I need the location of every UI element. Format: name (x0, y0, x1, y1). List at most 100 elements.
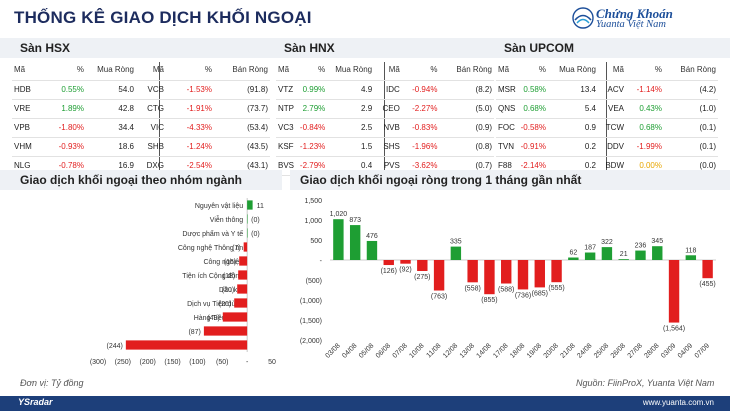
daily-bar (467, 260, 478, 283)
stock-code: HDB (12, 80, 36, 100)
upcom-table: Mã % Mua Ròng Mã % Bán Ròng MSR 0.58% 13.4… (496, 60, 718, 176)
col-header: Mua Ròng (86, 60, 136, 81)
website-link[interactable]: www.yuanta.com.vn (642, 398, 714, 407)
col-header: Mua Ròng (327, 60, 375, 81)
category-label: Nguyên vật liệu (195, 203, 243, 210)
value-label: 11 (257, 203, 264, 210)
category-label: Dịch vụ Tiêu dùng (187, 301, 243, 308)
table-row: VHM -0.93% 18.6 SHB -1.24% (43.5) (12, 137, 270, 157)
sector-bar (222, 312, 248, 322)
daily-bar (584, 252, 596, 260)
col-header: Mã (12, 60, 36, 81)
value-label: (26) (219, 301, 231, 308)
daily-bar (484, 260, 495, 295)
logo-line2: Yuanta Việt Nam (596, 19, 667, 30)
change-pct: -0.58% (518, 118, 548, 138)
x-tick-label: 03/09 (660, 342, 677, 359)
net-buy-value: 2.5 (327, 118, 375, 138)
x-tick-label: 03/08 (324, 342, 341, 359)
stock-code: VEA (598, 99, 626, 119)
table-row: VC3 -0.84% 2.5 NVB -0.83% (0.9) (276, 118, 494, 138)
col-header: % (518, 60, 548, 81)
yuanta-logo: Chứng Khoán Yuanta Việt Nam (570, 4, 720, 34)
daily-bar (333, 219, 344, 260)
value-label: (92) (399, 267, 411, 274)
table-row: TVN -0.91% 0.2 DDV -1.99% (0.1) (496, 137, 718, 157)
y-tick-label: - (320, 258, 323, 265)
net-sell-value: (53.4) (214, 118, 270, 138)
category-label: Dầu khí (219, 285, 243, 294)
x-tick-label: 20/08 (543, 342, 560, 359)
table-header-row: Mã % Mua Ròng Mã % Bán Ròng (496, 60, 718, 81)
value-label: (275) (414, 274, 430, 281)
stock-code: NVB (374, 118, 402, 138)
hnx-table: Mã % Mua Ròng Mã % Bán Ròng VTZ 0.99% 4.9 I… (276, 60, 494, 176)
x-tick-label: 12/08 (442, 342, 459, 359)
change-pct: 0.55% (36, 80, 86, 100)
x-tick-label: 25/08 (593, 342, 610, 359)
stock-code: NTP (276, 99, 298, 119)
source-note: Nguồn: FiinProX, Yuanta Việt Nam (576, 378, 715, 388)
table-row: VRE 1.89% 42.8 CTG -1.91% (73.7) (12, 99, 270, 119)
x-tick-label: 28/08 (643, 342, 660, 359)
hsx-table: Mã % Mua Ròng Mã % Bán Ròng HDB 0.55% 54.0… (12, 60, 270, 176)
table-header-row: Mã % Mua Ròng Mã % Bán Ròng (12, 60, 270, 81)
daily-bar (349, 225, 361, 260)
x-tick-label: 07/08 (392, 342, 409, 359)
net-buy-value: 5.4 (548, 99, 598, 119)
exchange-title-hsx: Sàn HSX (20, 41, 71, 55)
change-pct: -0.84% (297, 118, 328, 138)
change-pct: -1.91% (166, 99, 214, 119)
table-row: NTP 2.79% 2.9 CEO -2.27% (5.0) (276, 99, 494, 119)
net-sell-value: (0.8) (439, 137, 494, 157)
daily-bar (450, 246, 462, 260)
sector-chart: Nguyên vật liệu 11 Viễn thông (0) Dược phẩm … (90, 198, 276, 366)
x-tick-label: (150) (164, 359, 180, 366)
change-pct: -0.91% (518, 137, 548, 157)
change-pct: 0.58% (518, 80, 548, 100)
value-label: 335 (450, 239, 462, 246)
col-header: % (166, 60, 214, 81)
value-label: (855) (481, 297, 497, 304)
stock-code: VC3 (276, 118, 298, 138)
x-tick-label: 19/08 (526, 342, 543, 359)
col-header: % (297, 60, 328, 81)
daily-bar (618, 259, 629, 260)
table-row: KSF -1.23% 1.5 SHS -1.96% (0.8) (276, 137, 494, 157)
stock-code: ACV (598, 80, 626, 100)
stock-code: VPB (12, 118, 36, 138)
stock-code: SHS (374, 137, 402, 157)
header: THỐNG KÊ GIAO DỊCH KHỐI NGOẠI Chứng Khoá… (0, 0, 730, 36)
stock-code: FOC (496, 118, 518, 138)
x-tick-label: (100) (189, 359, 205, 366)
value-label: (126) (381, 268, 397, 275)
stock-code: TCW (598, 118, 626, 138)
stock-code: VIC (136, 118, 166, 138)
x-tick-label: 24/08 (576, 342, 593, 359)
sector-chart-title: Giao dịch khối ngoại theo nhóm ngành (20, 173, 242, 187)
value-label: (87) (188, 329, 200, 336)
value-label: 21 (620, 251, 628, 258)
change-pct: 1.89% (36, 99, 86, 119)
change-pct: -1.24% (166, 137, 214, 157)
table-row: FOC -0.58% 0.9 TCW 0.68% (0.1) (496, 118, 718, 138)
sector-bar (125, 340, 248, 350)
daily-bar (366, 240, 378, 260)
stock-code: VCB (136, 80, 166, 100)
col-header: Bán Ròng (664, 60, 718, 81)
x-tick-label: 26/08 (610, 342, 627, 359)
ysradar-logo: YSradar (18, 397, 53, 407)
x-tick-label: 10/08 (408, 342, 425, 359)
category-label: Công nghệ Thông tin (178, 245, 243, 252)
daily-bar (702, 260, 713, 279)
monthly-chart: 1,500 1,000 500 - (500) (1,000) (1,500) (2,000)… (300, 198, 716, 360)
logo-line1: Chứng Khoán (596, 6, 673, 21)
daily-bar (400, 260, 411, 264)
change-pct: -2.27% (401, 99, 440, 119)
chart-section-bar-right (290, 170, 730, 190)
value-label: (455) (699, 281, 715, 288)
x-tick-label: 13/08 (459, 342, 476, 359)
stock-code: VRE (12, 99, 36, 119)
sector-bar (237, 284, 248, 294)
change-pct: -1.99% (626, 137, 664, 157)
